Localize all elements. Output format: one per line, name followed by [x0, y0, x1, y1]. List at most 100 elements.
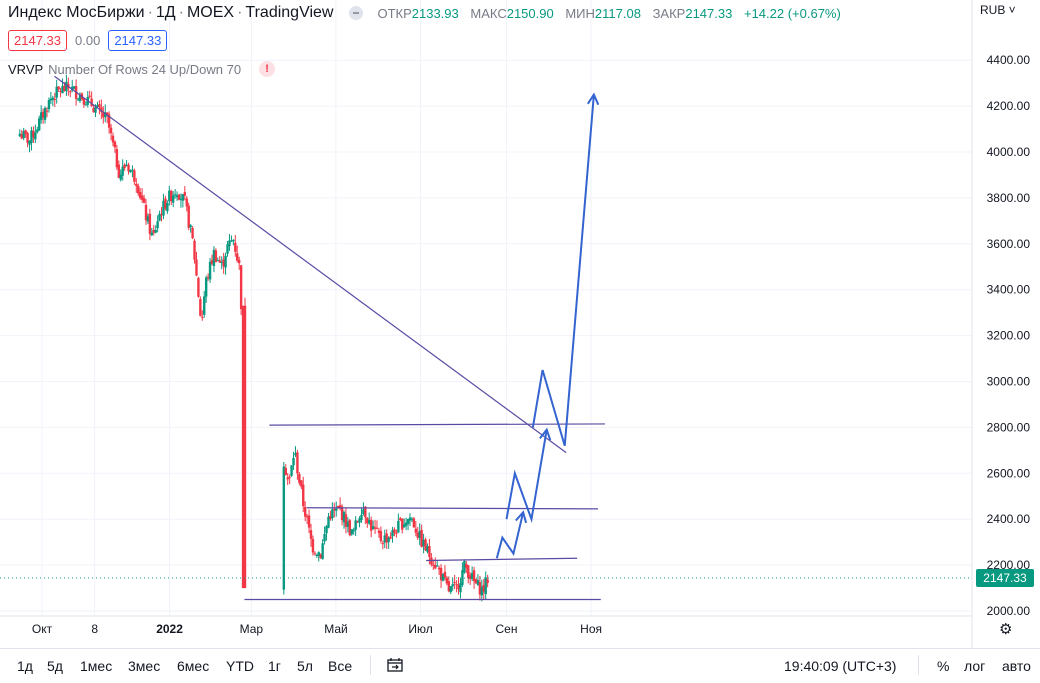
candle-body [408, 517, 412, 521]
candle-body [401, 518, 404, 530]
candle-body [191, 228, 194, 239]
candle-body [426, 546, 429, 552]
indicator-legend[interactable]: VRVP Number Of Rows 24 Up/Down 70 ! [8, 61, 276, 77]
timeframe-6m[interactable]: 6мес [177, 658, 210, 674]
candle-body [49, 98, 53, 101]
candle-body [138, 192, 142, 198]
timeframe-1y[interactable]: 1г [268, 658, 281, 674]
timeframe-ytd[interactable]: YTD [226, 658, 254, 674]
candle-body [449, 586, 452, 593]
candle-body [156, 221, 159, 229]
close-label: ЗАКР [652, 5, 686, 21]
timeframe-1d[interactable]: 1д [17, 658, 33, 674]
candle-body [463, 561, 466, 573]
currency-dropdown[interactable]: RUB ˅ [980, 3, 1016, 17]
candle-body [467, 565, 470, 578]
candle-body [119, 174, 122, 180]
drawings [54, 75, 605, 601]
y-tick-label: 3400.00 [987, 283, 1031, 297]
percent-toggle[interactable]: % [937, 658, 950, 674]
timeframe-5d[interactable]: 5д [47, 658, 63, 674]
settings-gear-icon[interactable]: ⚙ [999, 621, 1013, 638]
clock-timezone[interactable]: 19:40:09 (UTC+3) [784, 658, 897, 674]
candle-body [286, 477, 289, 480]
candle-body [102, 111, 105, 118]
timeframe-3m[interactable]: 3мес [128, 658, 161, 674]
candle-body [465, 563, 468, 568]
symbol-legend[interactable]: Индекс МосБиржи · 1Д · MOEX · TradingVie… [8, 4, 849, 22]
symbol-name[interactable]: Индекс МосБиржи [8, 4, 145, 21]
candle-body [414, 528, 418, 533]
timeframe-all[interactable]: Все [328, 658, 353, 674]
log-toggle[interactable]: лог [964, 658, 986, 674]
candle-body [59, 91, 62, 93]
candle-body [144, 204, 148, 221]
candle-body [358, 518, 361, 523]
candle-body [228, 240, 231, 247]
warning-icon[interactable]: ! [259, 61, 276, 77]
separator-dot: · [237, 4, 243, 21]
candle-body [41, 111, 45, 118]
date-range-icon[interactable] [387, 658, 403, 672]
candle-body [183, 192, 187, 196]
candle-body [340, 506, 344, 521]
candle-body [195, 259, 198, 276]
candle-body [418, 531, 421, 538]
candle-body [344, 514, 348, 527]
toolbar-divider [370, 655, 371, 675]
x-tick-label: Мар [240, 622, 264, 636]
candle-body [154, 229, 157, 233]
interval-label[interactable]: 1Д [155, 4, 176, 21]
hide-legend-icon[interactable] [349, 6, 364, 20]
candle-body [335, 508, 338, 511]
candle-body [453, 582, 456, 584]
trendline-descending [54, 75, 567, 454]
indicator-name[interactable]: VRVP [8, 61, 44, 77]
sell-price-button[interactable]: 2147.33 [8, 30, 67, 51]
candle-body [115, 149, 119, 168]
timeframe-5y[interactable]: 5л [297, 658, 313, 674]
candle-body [39, 112, 43, 120]
y-tick-label: 2800.00 [987, 420, 1031, 434]
candle-body [284, 467, 287, 475]
candle-body [26, 132, 29, 143]
candle-body [129, 169, 132, 173]
buy-price-button[interactable]: 2147.33 [108, 30, 168, 51]
candle-body [435, 565, 439, 567]
candle-body [315, 555, 319, 557]
candle-body [175, 195, 179, 198]
candle-body [204, 277, 208, 297]
candle-body [168, 190, 171, 202]
low-value: 2117.08 [594, 5, 641, 21]
candle-body [302, 484, 305, 507]
candle-body [107, 114, 111, 128]
timeframe-1m[interactable]: 1мес [80, 658, 113, 674]
candle-body [389, 536, 392, 539]
candle-body [133, 170, 136, 182]
y-tick-label: 2600.00 [987, 466, 1031, 480]
candle-body [338, 505, 342, 509]
candle-body [476, 580, 480, 585]
candle-body [162, 200, 165, 216]
candle-body [369, 519, 373, 531]
candle-body [305, 516, 309, 518]
candle-body [131, 169, 134, 171]
candle-body [237, 259, 241, 264]
candle-body [379, 530, 383, 542]
forecast-path-2 [505, 429, 548, 524]
spread-value: 0.00 [75, 33, 101, 48]
candle-body [76, 98, 80, 100]
candle-body [208, 261, 212, 280]
auto-toggle[interactable]: авто [1002, 658, 1031, 674]
candle-body [146, 216, 150, 222]
candle-body [486, 579, 489, 584]
candle-body [447, 581, 451, 592]
candle-body [298, 473, 301, 483]
candle-body [313, 553, 317, 555]
candle-body [404, 522, 408, 526]
candle-body [100, 107, 103, 112]
candle-body [478, 582, 482, 595]
candle-body [348, 520, 352, 536]
candle-body [303, 506, 307, 517]
